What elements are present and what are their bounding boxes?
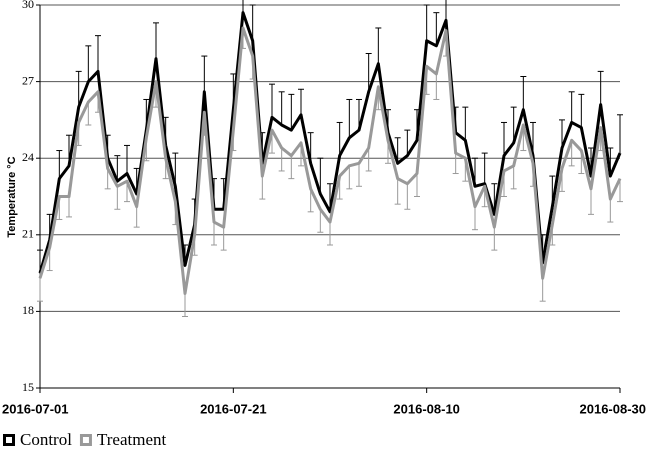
legend-label: Control <box>20 430 72 449</box>
error-bar <box>114 186 121 210</box>
error-bar <box>501 121 507 156</box>
error-bar <box>510 165 517 190</box>
error-bar <box>607 199 614 223</box>
error-bar <box>288 93 295 131</box>
error-bar <box>278 91 285 126</box>
error-bar <box>249 4 256 41</box>
y-tick-label: 24 <box>22 150 34 164</box>
error-bar <box>220 227 227 251</box>
error-bar <box>472 206 478 231</box>
error-bar <box>269 83 275 118</box>
error-bar <box>242 0 244 13</box>
x-tick-label: 2016-07-21 <box>200 401 267 416</box>
error-bar <box>365 147 372 172</box>
error-bar <box>520 75 527 110</box>
error-bar <box>617 178 623 203</box>
error-bar <box>510 106 517 143</box>
x-tick-label: 2016-07-01 <box>2 401 69 416</box>
error-bar <box>124 144 130 174</box>
error-bar <box>317 209 324 233</box>
error-bar <box>452 153 459 175</box>
error-bar <box>404 129 411 156</box>
error-bar <box>414 173 420 197</box>
error-bar <box>278 147 285 172</box>
error-bar <box>211 222 217 246</box>
error-bar <box>56 150 63 179</box>
line <box>38 11 622 274</box>
error-bar <box>298 88 304 115</box>
error-bar <box>327 222 333 246</box>
error-bar <box>346 165 353 190</box>
error-bar <box>617 114 623 154</box>
error-bar <box>568 91 575 123</box>
error-bar <box>201 55 208 92</box>
x-tick-label: 2016-08-30 <box>580 401 647 416</box>
error-bar <box>394 178 401 205</box>
error-bar <box>404 183 411 210</box>
error-bar <box>104 168 111 190</box>
error-bar <box>114 155 121 182</box>
error-bar <box>578 93 585 128</box>
line <box>38 26 622 296</box>
y-tick-label: 15 <box>22 380 34 394</box>
error-bar <box>95 35 101 72</box>
error-bar <box>356 163 362 187</box>
y-tick-label: 27 <box>22 73 34 87</box>
error-bar <box>85 102 92 126</box>
error-bar <box>85 45 92 82</box>
legend-label: Treatment <box>97 430 167 449</box>
error-bar <box>75 70 82 108</box>
error-bar <box>491 227 498 251</box>
error-bar <box>182 293 188 318</box>
error-bar <box>433 73 440 100</box>
error-bar <box>539 278 546 302</box>
error-bar <box>559 119 565 148</box>
x-tick-label: 2016-08-10 <box>393 401 460 416</box>
error-bar <box>588 188 594 215</box>
error-bar <box>317 157 324 194</box>
error-bar <box>597 70 604 105</box>
error-bar <box>288 155 295 180</box>
legend-swatch <box>79 434 92 446</box>
y-tick-label: 21 <box>22 227 34 241</box>
error-bar <box>37 278 43 302</box>
error-bar <box>307 188 314 213</box>
error-bar <box>153 22 159 59</box>
error-bar <box>375 27 382 64</box>
error-bar <box>481 152 488 184</box>
error-bar <box>346 98 353 138</box>
y-tick-label: 18 <box>22 303 34 317</box>
error-bar <box>462 106 469 141</box>
error-bar <box>336 121 343 156</box>
legend-swatch <box>3 434 15 446</box>
error-bar <box>423 4 430 41</box>
y-axis-title: Temperature °C <box>6 156 18 237</box>
error-bar <box>365 53 372 92</box>
error-bar <box>445 0 447 21</box>
error-bar <box>66 196 72 218</box>
y-tick-label: 30 <box>22 0 34 11</box>
error-bar <box>259 176 266 200</box>
error-bar <box>133 206 140 228</box>
error-bar <box>433 12 440 46</box>
